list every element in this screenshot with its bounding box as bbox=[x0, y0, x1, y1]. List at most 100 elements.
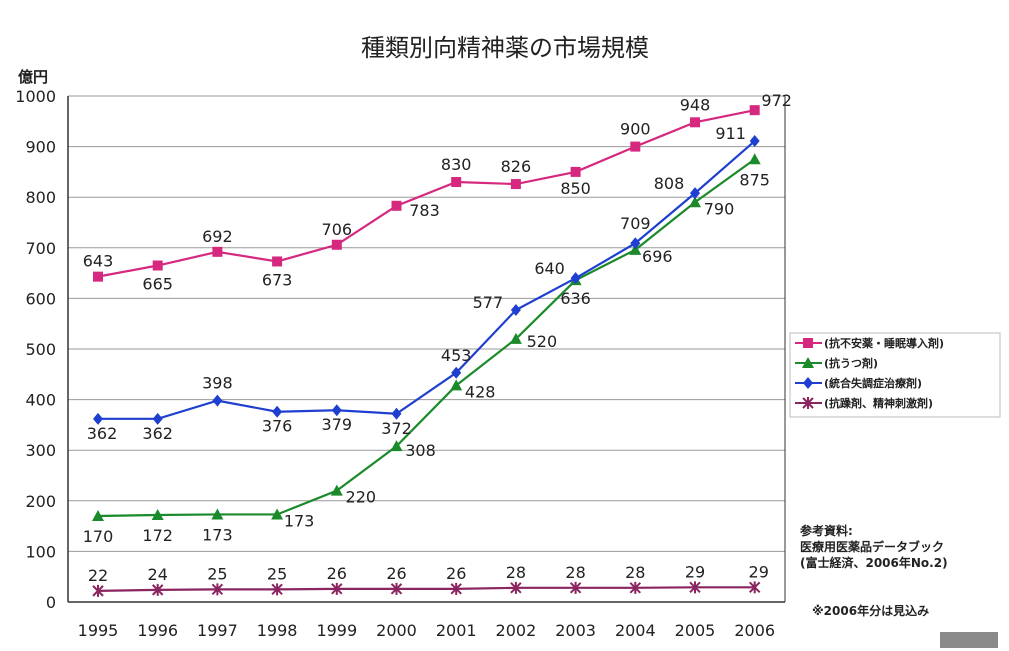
data-label: 362 bbox=[142, 424, 173, 443]
square-marker bbox=[93, 271, 103, 282]
data-label: 520 bbox=[527, 332, 558, 351]
data-label: 379 bbox=[322, 415, 353, 434]
data-label: 790 bbox=[704, 199, 735, 218]
legend-label: (抗うつ剤) bbox=[824, 356, 878, 370]
star-marker bbox=[748, 581, 761, 594]
star-marker bbox=[510, 581, 522, 594]
diamond-marker bbox=[690, 187, 700, 200]
x-tick-label: 2000 bbox=[376, 621, 417, 640]
series-line bbox=[97, 158, 756, 518]
data-label: 643 bbox=[83, 252, 114, 271]
diamond-marker bbox=[152, 412, 163, 425]
star-marker bbox=[450, 582, 462, 595]
data-label: 28 bbox=[565, 563, 585, 582]
diamond-marker bbox=[630, 237, 641, 250]
data-label: 398 bbox=[202, 374, 233, 393]
triangle-marker bbox=[151, 508, 164, 520]
data-label: 170 bbox=[83, 527, 114, 546]
data-label: 453 bbox=[441, 346, 472, 365]
x-tick-label: 2005 bbox=[675, 621, 716, 640]
series-line bbox=[97, 109, 755, 278]
series-line bbox=[97, 586, 755, 592]
data-label: 911 bbox=[715, 124, 746, 143]
diamond-marker bbox=[272, 405, 283, 418]
square-marker bbox=[510, 179, 521, 190]
legend-label: (抗不安薬・睡眠導入剤) bbox=[824, 336, 944, 350]
data-label: 428 bbox=[465, 382, 496, 401]
triangle-marker bbox=[330, 484, 343, 496]
diamond-marker bbox=[570, 272, 581, 285]
diamond-marker bbox=[331, 404, 342, 417]
triangle-marker bbox=[689, 196, 701, 208]
square-marker bbox=[690, 117, 700, 128]
y-axis-label: 億円 bbox=[18, 68, 48, 86]
data-label: 28 bbox=[625, 563, 645, 582]
star-marker bbox=[271, 583, 283, 596]
star-marker bbox=[92, 584, 104, 597]
diamond-marker bbox=[93, 412, 103, 425]
data-label: 362 bbox=[87, 424, 118, 443]
star-marker bbox=[211, 583, 224, 596]
diamond-marker bbox=[803, 377, 813, 389]
data-label: 830 bbox=[441, 155, 472, 174]
triangle-marker bbox=[450, 379, 463, 391]
square-marker bbox=[630, 141, 641, 152]
data-label: 26 bbox=[327, 564, 347, 583]
data-label: 29 bbox=[685, 562, 705, 581]
data-label: 26 bbox=[446, 564, 466, 583]
data-label: 696 bbox=[642, 247, 673, 266]
data-label: 25 bbox=[267, 564, 287, 583]
star-marker bbox=[802, 397, 814, 409]
data-label: 308 bbox=[405, 441, 436, 460]
square-marker bbox=[212, 246, 223, 257]
x-tick-label: 2004 bbox=[615, 621, 656, 640]
star-marker bbox=[689, 581, 701, 594]
data-label: 26 bbox=[386, 564, 406, 583]
y-tick-label: 100 bbox=[25, 542, 56, 561]
data-label: 376 bbox=[262, 417, 293, 436]
data-label: 577 bbox=[473, 293, 504, 312]
triangle-marker bbox=[748, 153, 761, 165]
x-tick-label: 2006 bbox=[734, 621, 775, 640]
triangle-marker bbox=[92, 509, 104, 521]
square-marker bbox=[272, 256, 283, 267]
series-line bbox=[98, 140, 756, 420]
triangle-marker bbox=[390, 440, 403, 452]
x-tick-label: 2002 bbox=[496, 621, 537, 640]
star-marker bbox=[629, 581, 642, 594]
y-tick-label: 600 bbox=[25, 289, 56, 308]
data-label: 948 bbox=[680, 95, 711, 114]
x-tick-label: 2001 bbox=[436, 621, 477, 640]
diamond-marker bbox=[212, 394, 223, 407]
y-tick-label: 1000 bbox=[15, 87, 56, 106]
diamond-marker bbox=[749, 135, 760, 148]
source-note: 参考資料: 医療用医薬品データブック (富士経済、2006年No.2) bbox=[800, 523, 948, 571]
data-label: 783 bbox=[409, 201, 440, 220]
data-label: 706 bbox=[322, 220, 353, 239]
legend-label: (統合失調症治療剤) bbox=[824, 376, 922, 390]
chart-title: 種類別向精神薬の市場規模 bbox=[361, 34, 649, 62]
star-marker bbox=[331, 582, 343, 595]
triangle-marker bbox=[629, 243, 642, 255]
triangle-marker bbox=[211, 508, 224, 520]
y-tick-label: 0 bbox=[46, 593, 56, 612]
square-marker bbox=[331, 239, 342, 250]
data-label: 900 bbox=[620, 120, 651, 139]
data-label: 172 bbox=[142, 526, 173, 545]
data-label: 28 bbox=[506, 563, 526, 582]
data-label: 24 bbox=[148, 565, 168, 584]
x-tick-label: 1996 bbox=[137, 621, 178, 640]
data-label: 665 bbox=[142, 275, 173, 294]
data-label: 692 bbox=[202, 227, 233, 246]
triangle-marker bbox=[509, 332, 522, 344]
y-tick-label: 900 bbox=[25, 138, 56, 157]
y-tick-label: 300 bbox=[25, 441, 56, 460]
diamond-marker bbox=[391, 407, 402, 420]
data-label: 875 bbox=[739, 170, 770, 189]
data-label: 372 bbox=[381, 419, 412, 438]
estimate-note: ※2006年分は見込み bbox=[812, 604, 930, 618]
star-marker bbox=[569, 581, 582, 594]
data-label: 640 bbox=[534, 259, 565, 278]
